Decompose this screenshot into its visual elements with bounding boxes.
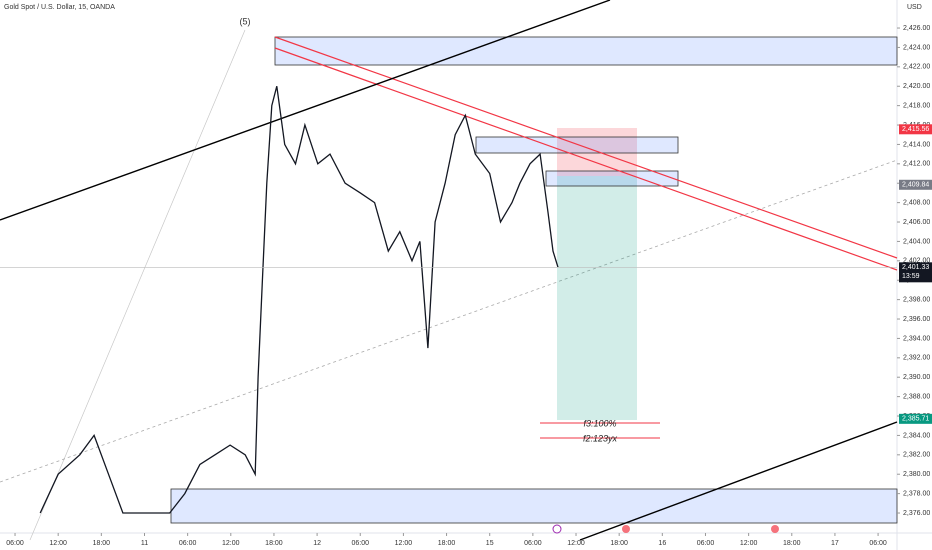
event-icon[interactable] [622,525,630,533]
y-tick-label: 2,402.00 [903,258,930,265]
demand-zone [170,488,898,524]
x-tick-label: 06:00 [351,540,369,547]
channel-line [274,36,898,259]
x-tick-label: 12:00 [395,540,413,547]
fib-label: f2:123yx [583,433,618,443]
y-tick-label: 2,376.00 [903,510,930,517]
y-tick-label: 2,406.00 [903,219,930,226]
event-icon[interactable] [552,524,562,534]
x-tick-label: 18:00 [610,540,628,547]
y-tick-label: 2,418.00 [903,102,930,109]
y-tick-label: 2,424.00 [903,44,930,51]
price-badge-label: 2,385.71 [902,416,929,423]
x-tick-label: 06:00 [869,540,887,547]
wave-label: (5) [240,16,251,26]
price-badge [899,179,932,190]
currency: USD [907,4,922,11]
fib-line [29,29,246,541]
y-tick-label: 2,380.00 [903,471,930,478]
price-badge [899,124,932,135]
x-tick-label: 06:00 [697,540,715,547]
x-tick-label: 16 [658,540,666,547]
y-tick-label: 2,396.00 [903,316,930,323]
x-tick-label: 18:00 [783,540,801,547]
y-tick-label: 2,382.00 [903,452,930,459]
y-tick-label: 2,412.00 [903,161,930,168]
dashed-trendline [0,159,898,483]
x-tick-label: 06:00 [179,540,197,547]
price-badge-label: 2,409.84 [902,182,929,189]
trendline [579,421,898,541]
y-tick-label: 2,404.00 [903,238,930,245]
x-tick-label: 11 [141,540,148,547]
y-tick-label: 2,394.00 [903,335,930,342]
price-badge-label: 2,415.56 [902,126,929,133]
price-badge-label: 2,401.33 [902,264,929,271]
fib-label: f3:100% [583,418,616,428]
y-tick-label: 2,420.00 [903,83,930,90]
y-tick-label: 2,408.00 [903,199,930,206]
x-tick-label: 15 [486,540,494,547]
price-badge [899,262,932,283]
price-badge [899,413,932,424]
supply-zone [545,170,679,187]
x-tick-label: 12:00 [222,540,240,547]
x-tick-label: 12:00 [567,540,585,547]
x-tick-label: 18:00 [265,540,283,547]
y-tick-label: 2,390.00 [903,374,930,381]
supply-zone [274,36,898,66]
x-tick-label: 17 [831,540,839,547]
event-icon[interactable] [771,525,779,533]
target-zone [557,176,637,420]
y-tick-label: 2,414.00 [903,141,930,148]
x-tick-label: 18:00 [93,540,111,547]
y-tick-label: 2,384.00 [903,432,930,439]
y-tick-label: 2,388.00 [903,393,930,400]
y-tick-label: 2,398.00 [903,296,930,303]
channel-line [274,47,898,271]
x-tick-label: 12:00 [49,540,67,547]
supply-zone [475,136,679,154]
chart-title: Gold Spot / U.S. Dollar, 15, OANDA [4,4,115,11]
x-tick-label: 12 [313,540,321,547]
x-tick-label: 06:00 [524,540,542,547]
x-tick-label: 18:00 [438,540,456,547]
y-tick-label: 2,378.00 [903,490,930,497]
y-tick-label: 2,426.00 [903,25,930,32]
x-tick-label: 12:00 [740,540,758,547]
price-line [39,86,559,514]
y-tick-label: 2,392.00 [903,355,930,362]
y-tick-label: 2,422.00 [903,64,930,71]
x-tick-label: 06:00 [6,540,24,547]
countdown: 13:59 [902,273,920,280]
trendline [0,0,611,221]
